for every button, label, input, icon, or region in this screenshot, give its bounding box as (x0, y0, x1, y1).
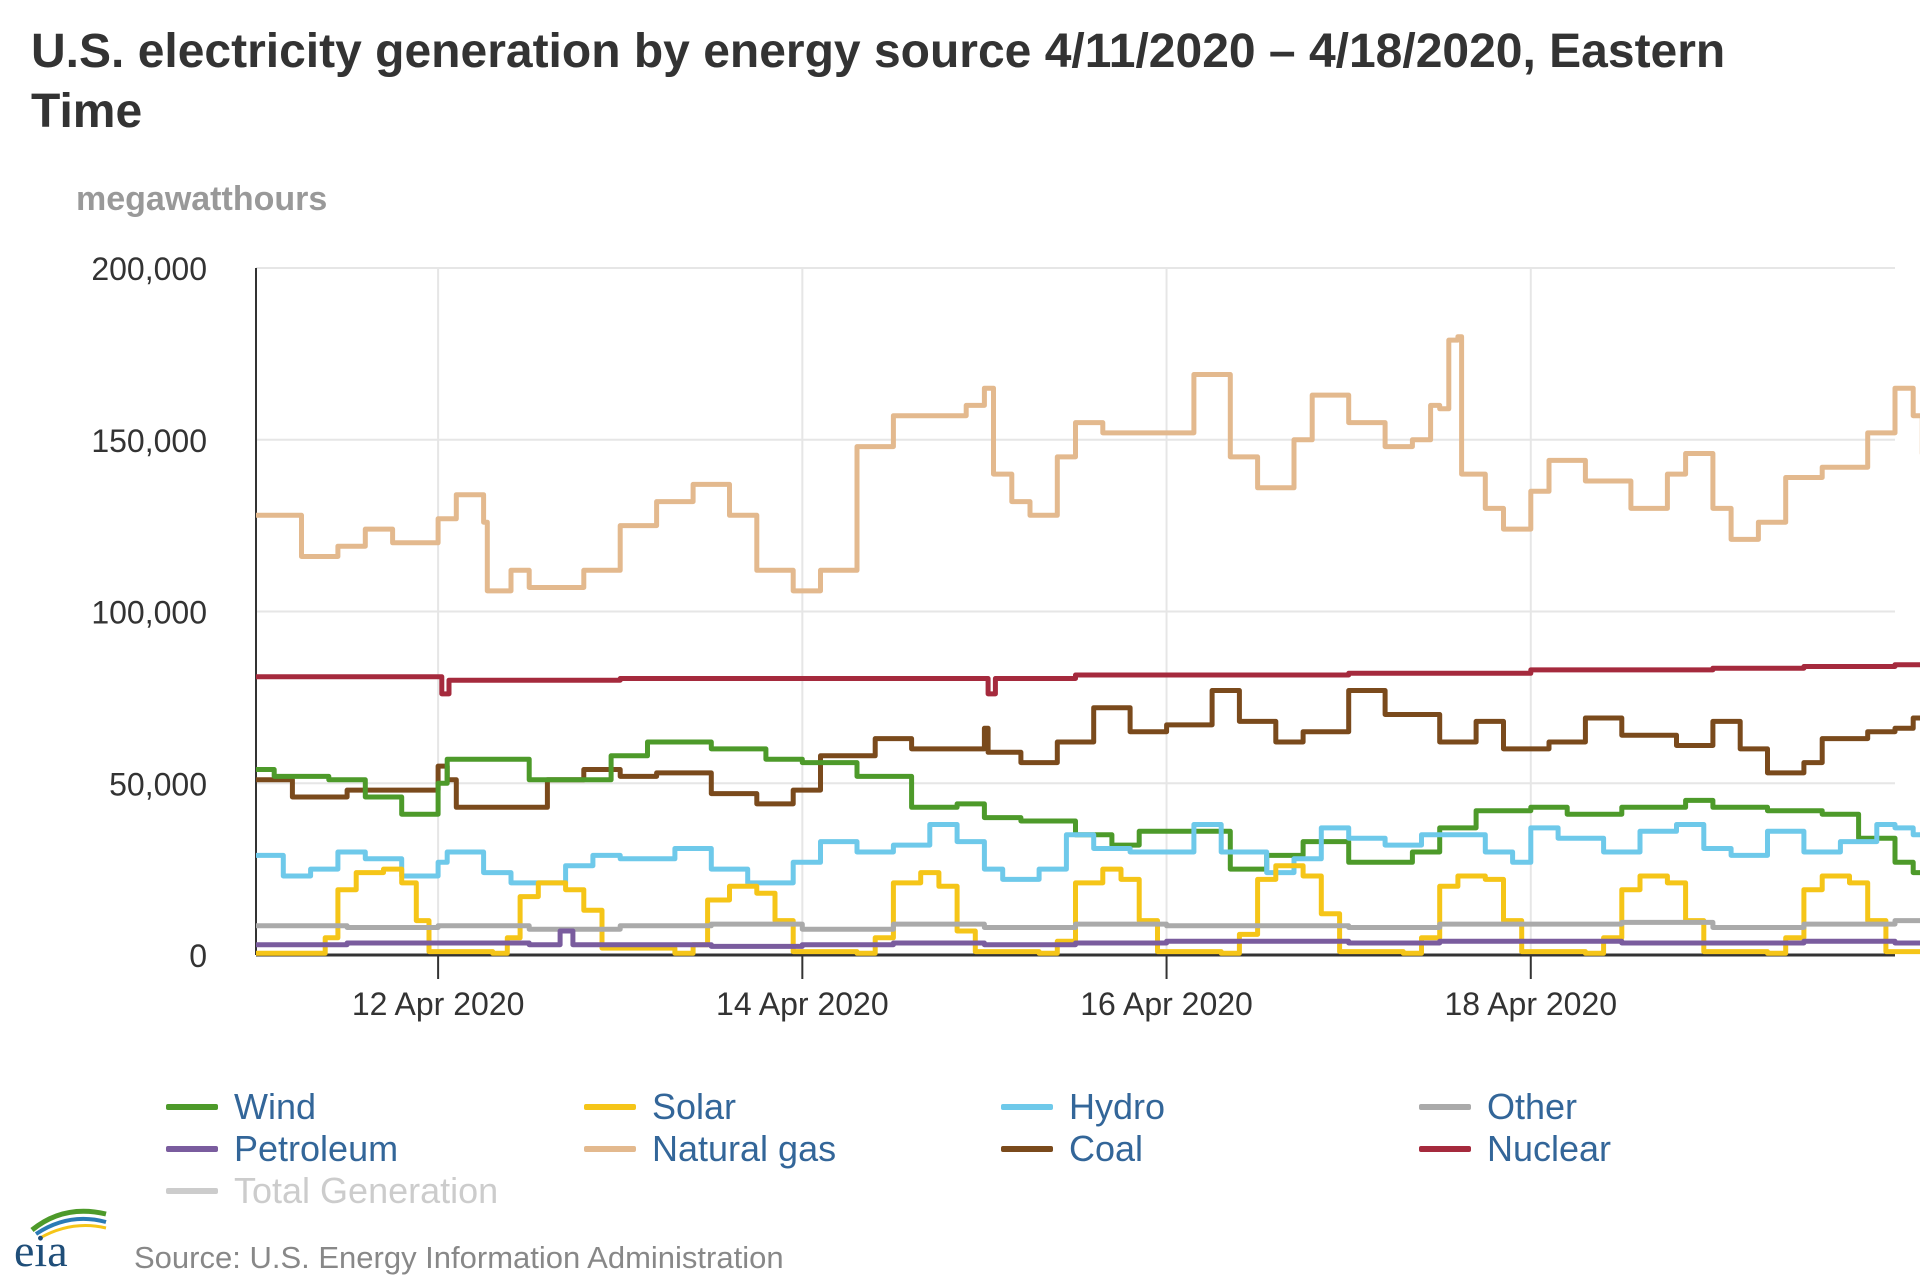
logo-swoosh-blue (34, 1216, 107, 1236)
legend-label: Solar (652, 1086, 737, 1127)
legend-swatch (166, 1188, 218, 1194)
legend-label: Coal (1069, 1128, 1144, 1169)
x-tick-label: 14 Apr 2020 (716, 986, 889, 1022)
x-tick-label: 12 Apr 2020 (352, 986, 525, 1022)
logo-swoosh-yellow (39, 1224, 107, 1240)
grid-lines (256, 267, 1895, 955)
legend-item-natural-gas[interactable]: Natural gas (584, 1127, 836, 1171)
source-note: Source: U.S. Energy Information Administ… (134, 1240, 784, 1275)
logo-text: eia (14, 1225, 68, 1270)
series-line-wind (256, 739, 1920, 876)
series-line-nuclear (256, 662, 1920, 697)
legend-item-total-generation[interactable]: Total Generation (166, 1169, 498, 1213)
legend-swatch (584, 1104, 636, 1110)
legend-item-solar[interactable]: Solar (584, 1085, 736, 1129)
series-line-other (256, 918, 1920, 932)
series-line-solar (256, 863, 1920, 956)
legend-item-wind[interactable]: Wind (166, 1085, 316, 1129)
chart-title: U.S. electricity generation by energy so… (31, 25, 1726, 138)
x-tick-label: 18 Apr 2020 (1444, 986, 1617, 1022)
series-line-natural-gas (256, 334, 1920, 594)
legend-item-coal[interactable]: Coal (1001, 1127, 1143, 1171)
legend-label: Hydro (1069, 1086, 1166, 1127)
x-tick-label: 16 Apr 2020 (1080, 986, 1253, 1022)
legend-swatch (166, 1146, 218, 1152)
y-tick-label: 150,000 (91, 423, 207, 459)
y-axis-units-label: megawatthours (76, 180, 328, 218)
legend-swatch (1419, 1104, 1471, 1110)
legend-item-petroleum[interactable]: Petroleum (166, 1127, 398, 1171)
legend-swatch (584, 1146, 636, 1152)
y-tick-label: 0 (189, 938, 207, 974)
y-tick-label: 100,000 (91, 595, 207, 631)
y-tick-label: 200,000 (91, 251, 207, 287)
y-tick-label: 50,000 (109, 766, 207, 802)
legend-label: Total Generation (234, 1170, 499, 1211)
logo-swoosh-green (30, 1208, 107, 1232)
series-line-coal (256, 688, 1920, 810)
legend-label: Nuclear (1487, 1128, 1612, 1169)
legend-swatch (1001, 1104, 1053, 1110)
series-line-petroleum (256, 928, 1920, 949)
legend-swatch (1001, 1146, 1053, 1152)
legend-item-other[interactable]: Other (1419, 1085, 1577, 1129)
legend-label: Natural gas (652, 1128, 837, 1169)
legend-swatch (166, 1104, 218, 1110)
series-lines (256, 334, 1920, 956)
legend-swatch (1419, 1146, 1471, 1152)
legend-item-hydro[interactable]: Hydro (1001, 1085, 1165, 1129)
line-chart: 0 50,000 100,000 150,000 200,000 12 Apr 2020 1… (91, 251, 1920, 1022)
series-line-hydro (256, 822, 1920, 886)
legend-label: Other (1487, 1086, 1578, 1127)
tick-labels: 0 50,000 100,000 150,000 200,000 12 Apr 2020 1… (91, 251, 1617, 1022)
eia-logo: eia (14, 1208, 107, 1270)
legend-item-nuclear[interactable]: Nuclear (1419, 1127, 1611, 1171)
legend-label: Petroleum (234, 1128, 399, 1169)
axes (255, 268, 1895, 979)
footer: eia Source: U.S. Energy Information Admi… (14, 1200, 1014, 1275)
legend-label: Wind (234, 1086, 317, 1127)
